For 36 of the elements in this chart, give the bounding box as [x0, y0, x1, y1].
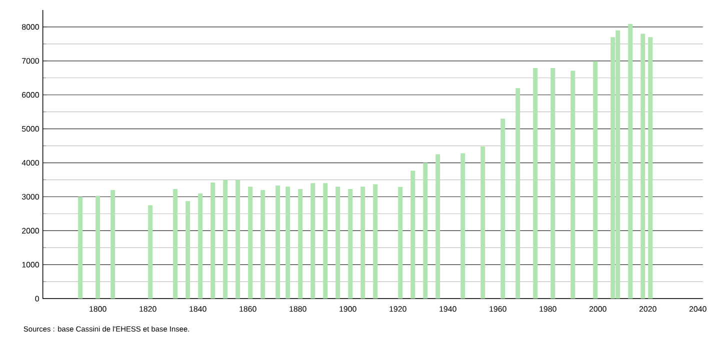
bar: [248, 186, 253, 298]
bar: [286, 186, 290, 298]
bar: [648, 36, 653, 298]
bar: [323, 182, 328, 298]
bar: [593, 61, 598, 298]
bar: [640, 33, 646, 298]
bar: [148, 205, 153, 298]
bar: [533, 68, 538, 298]
bar: [223, 180, 228, 298]
bar: [460, 153, 466, 298]
bar: [96, 196, 100, 298]
bar: [628, 24, 633, 298]
bar: [310, 182, 316, 298]
bar: [423, 162, 428, 298]
bar: [410, 170, 416, 298]
bar: [373, 184, 378, 298]
bar: [78, 196, 83, 298]
bar: [436, 154, 440, 298]
bar: [500, 118, 506, 298]
bar: [110, 190, 116, 298]
bar: [236, 180, 240, 298]
bar: [480, 146, 486, 298]
bar: [260, 190, 266, 298]
bar: [360, 186, 366, 298]
bar: [570, 70, 576, 298]
bar: [173, 188, 178, 298]
bar: [398, 186, 403, 298]
bar: [516, 88, 520, 298]
bar: [276, 185, 280, 298]
bar: [298, 188, 303, 298]
bar: [348, 188, 353, 298]
bar: [198, 193, 203, 298]
bar: [186, 200, 190, 298]
bar: [210, 182, 216, 298]
bar: [336, 186, 340, 298]
bar: [550, 68, 556, 298]
